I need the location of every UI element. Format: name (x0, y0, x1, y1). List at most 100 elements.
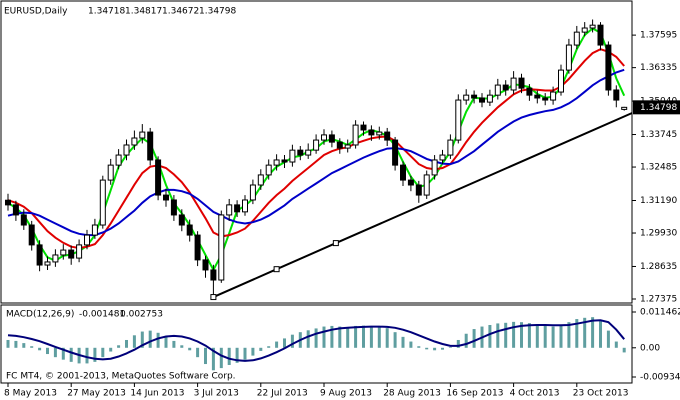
candle-body (344, 144, 351, 149)
trend-anchor (273, 266, 280, 273)
macd-bar (330, 325, 334, 348)
macd-bar (472, 329, 476, 348)
macd-bar (109, 347, 113, 352)
macd-last-main: -0.001481 (79, 310, 125, 320)
candle-body (581, 27, 588, 33)
candle-body (44, 261, 51, 266)
macd-bar (314, 328, 318, 348)
macd-bar (164, 336, 168, 348)
last-open: 1.34718 (88, 7, 125, 17)
x-tick-label: 3 Jul 2013 (194, 389, 239, 399)
y-tick-label: 1.27375 (640, 294, 677, 304)
macd-bar (591, 317, 595, 348)
candle-body (289, 149, 296, 163)
candle-body (218, 214, 225, 281)
last-low: 1.34672 (162, 7, 199, 17)
x-tick-label: 14 Jun 2013 (130, 389, 184, 399)
macd-bar (535, 324, 539, 348)
candle-body (384, 131, 391, 141)
moving-average (7, 68, 625, 237)
macd-bar (441, 347, 444, 350)
macd-bar (156, 332, 160, 348)
y-tick-label: 0.00 (640, 343, 660, 353)
candle-body (281, 159, 288, 163)
macd-bar (140, 331, 144, 348)
candle-body (249, 184, 256, 201)
macd-bar (504, 322, 508, 348)
y-tick-label: 0.011462 (640, 307, 680, 317)
y-tick-label: 1.33745 (640, 130, 677, 140)
macd-bar (125, 339, 128, 348)
macd-bar (219, 347, 223, 369)
macd-bar (251, 347, 255, 356)
x-tick-label: 9 Aug 2013 (320, 389, 372, 399)
macd-bar (433, 347, 437, 351)
candle-body (131, 137, 138, 146)
macd-bar (267, 346, 271, 348)
candle-body (202, 259, 209, 271)
candle-body (186, 224, 193, 236)
macd-bar (448, 347, 452, 348)
macd-bar (61, 347, 65, 360)
candle-body (542, 97, 549, 101)
macd-bar (101, 347, 105, 358)
signal-line (7, 319, 625, 362)
candle-body (76, 244, 83, 259)
axis-layer: 1.375951.363351.350401.337451.324851.311… (4, 31, 680, 399)
candle-body (107, 164, 114, 181)
macd-bar (306, 330, 310, 348)
macd-bar (227, 347, 231, 365)
candle-body (5, 199, 11, 206)
macd-bar (599, 321, 602, 348)
candle-body (84, 234, 90, 246)
macd-bar (409, 341, 413, 348)
y-tick-label: 1.32485 (640, 163, 677, 173)
candle-body (360, 124, 367, 131)
candle-body (194, 234, 201, 261)
macd-bar (512, 321, 516, 348)
x-tick-label: 4 Oct 2013 (510, 389, 560, 399)
candle-body (91, 224, 98, 236)
candle-body (368, 129, 375, 136)
macd-bar (567, 322, 571, 348)
candle-body (321, 134, 327, 141)
macd-bar (30, 346, 34, 348)
macd-layer (6, 317, 626, 371)
macd-bar (488, 324, 492, 348)
candle-body (20, 214, 27, 226)
candle-body (534, 94, 541, 99)
candle-body (510, 77, 517, 91)
y-tick-label: 1.37595 (640, 31, 677, 41)
macd-bar (393, 332, 397, 348)
macd-bar (22, 343, 26, 348)
price-label: 1.34798 (640, 103, 677, 113)
macd-last-signal: 0.002753 (120, 310, 163, 320)
candle-body (242, 199, 248, 213)
candle-body (147, 131, 154, 161)
macd-bar (38, 347, 42, 351)
candle-body (273, 159, 280, 166)
macd-bar (148, 330, 152, 348)
macd-bar (606, 330, 610, 348)
x-tick-label: 23 Oct 2013 (573, 389, 629, 399)
macd-bar (211, 347, 215, 371)
macd-bar (132, 335, 136, 348)
macd-bar (401, 336, 405, 348)
candle-body (613, 89, 620, 101)
candle-body (479, 97, 485, 103)
candle-body (550, 91, 557, 101)
candle-body (99, 179, 106, 226)
y-tick-label: 1.29930 (640, 229, 677, 239)
candle-body (573, 31, 580, 46)
macd-bar (464, 333, 468, 348)
trend-anchor (210, 294, 217, 301)
candle-body (36, 244, 43, 266)
macd-bar (369, 325, 373, 348)
chart-title: EURUSD,Daily (4, 7, 68, 17)
macd-bar (527, 323, 531, 348)
candle-body (257, 174, 264, 186)
macd-bar (283, 338, 286, 348)
candle-body (439, 154, 446, 161)
macd-bar (196, 347, 200, 358)
candle-body (447, 139, 454, 156)
